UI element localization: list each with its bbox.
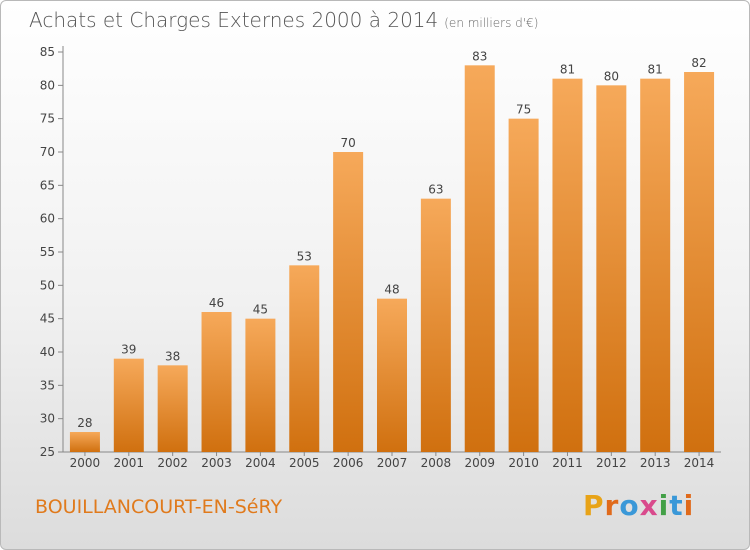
bar bbox=[552, 78, 583, 453]
y-axis: 25 30 35 40 45 50 55 60 65 70 75 80 85 bbox=[40, 45, 64, 459]
x-tick-label: 2001 bbox=[114, 456, 145, 470]
data-label: 83 bbox=[472, 49, 487, 63]
proxiti-logo: Proxiti bbox=[583, 489, 694, 522]
y-tick-label: 65 bbox=[40, 178, 55, 192]
y-tick-label: 35 bbox=[40, 378, 55, 392]
y-tick-label: 80 bbox=[40, 78, 55, 92]
bar-series: 28 39 38 46 45 53 70 48 63 83 75 81 80 81 82 bbox=[69, 49, 715, 453]
x-tick-label: 2008 bbox=[421, 456, 452, 470]
x-tick-label: 2000 bbox=[70, 456, 101, 470]
x-tick-label: 2002 bbox=[157, 456, 188, 470]
data-label: 81 bbox=[648, 63, 663, 77]
data-label: 45 bbox=[253, 303, 268, 317]
bar bbox=[245, 318, 276, 452]
y-tick-label: 40 bbox=[40, 345, 55, 359]
x-tick-label: 2012 bbox=[596, 456, 627, 470]
x-tick-label: 2009 bbox=[464, 456, 495, 470]
x-tick-label: 2013 bbox=[640, 456, 671, 470]
logo-letter: P bbox=[583, 489, 605, 522]
bar bbox=[464, 65, 495, 452]
data-label: 82 bbox=[691, 56, 706, 70]
logo-letter: i bbox=[683, 489, 695, 522]
bar bbox=[157, 365, 188, 452]
y-tick-label: 25 bbox=[40, 445, 55, 459]
x-tick-label: 2005 bbox=[289, 456, 320, 470]
x-tick-label: 2010 bbox=[508, 456, 539, 470]
x-tick-label: 2004 bbox=[245, 456, 276, 470]
data-label: 39 bbox=[121, 343, 136, 357]
logo-letter: t bbox=[669, 489, 684, 522]
y-tick-label: 70 bbox=[40, 145, 55, 159]
bar bbox=[377, 298, 407, 452]
x-tick-label: 2006 bbox=[333, 456, 364, 470]
y-tick-label: 45 bbox=[40, 312, 55, 326]
x-tick-label: 2011 bbox=[552, 456, 583, 470]
data-label: 53 bbox=[297, 249, 312, 263]
chart-title: Achats et Charges Externes 2000 à 2014 (e… bbox=[29, 8, 539, 32]
bar bbox=[113, 358, 144, 452]
bar bbox=[333, 152, 364, 452]
bar bbox=[684, 72, 715, 452]
x-tick-label: 2003 bbox=[201, 456, 232, 470]
bar bbox=[289, 265, 320, 452]
data-label: 70 bbox=[340, 136, 355, 150]
logo-letter: x bbox=[639, 489, 659, 522]
data-label: 63 bbox=[428, 183, 443, 197]
data-label: 48 bbox=[384, 283, 399, 297]
bar bbox=[596, 85, 627, 452]
logo-letter: r bbox=[604, 489, 620, 522]
chart-subtitle: (en milliers d'€) bbox=[444, 16, 539, 30]
y-tick-label: 60 bbox=[40, 212, 55, 226]
x-tick-label: 2014 bbox=[684, 456, 715, 470]
data-label: 28 bbox=[77, 416, 92, 430]
data-label: 46 bbox=[209, 296, 224, 310]
y-tick-label: 55 bbox=[40, 245, 55, 259]
place-name: BOUILLANCOURT-EN-SéRY bbox=[35, 496, 283, 518]
data-label: 75 bbox=[516, 103, 531, 117]
y-tick-label: 75 bbox=[40, 112, 55, 126]
y-tick-label: 30 bbox=[40, 412, 55, 426]
y-tick-label: 85 bbox=[40, 45, 55, 59]
bar bbox=[508, 118, 539, 453]
data-label: 38 bbox=[165, 349, 180, 363]
logo-letter: o bbox=[619, 489, 640, 522]
data-label: 80 bbox=[604, 69, 619, 83]
logo-letter: i bbox=[658, 489, 670, 522]
data-label: 81 bbox=[560, 63, 575, 77]
y-tick-label: 50 bbox=[40, 278, 55, 292]
bar bbox=[201, 312, 232, 452]
bar bbox=[69, 432, 100, 452]
x-tick-label: 2007 bbox=[377, 456, 408, 470]
bar bbox=[640, 78, 671, 453]
x-axis: 2000 2001 2002 2003 2004 2005 2006 2007 2008 2009… bbox=[63, 451, 721, 470]
bar bbox=[420, 198, 451, 452]
